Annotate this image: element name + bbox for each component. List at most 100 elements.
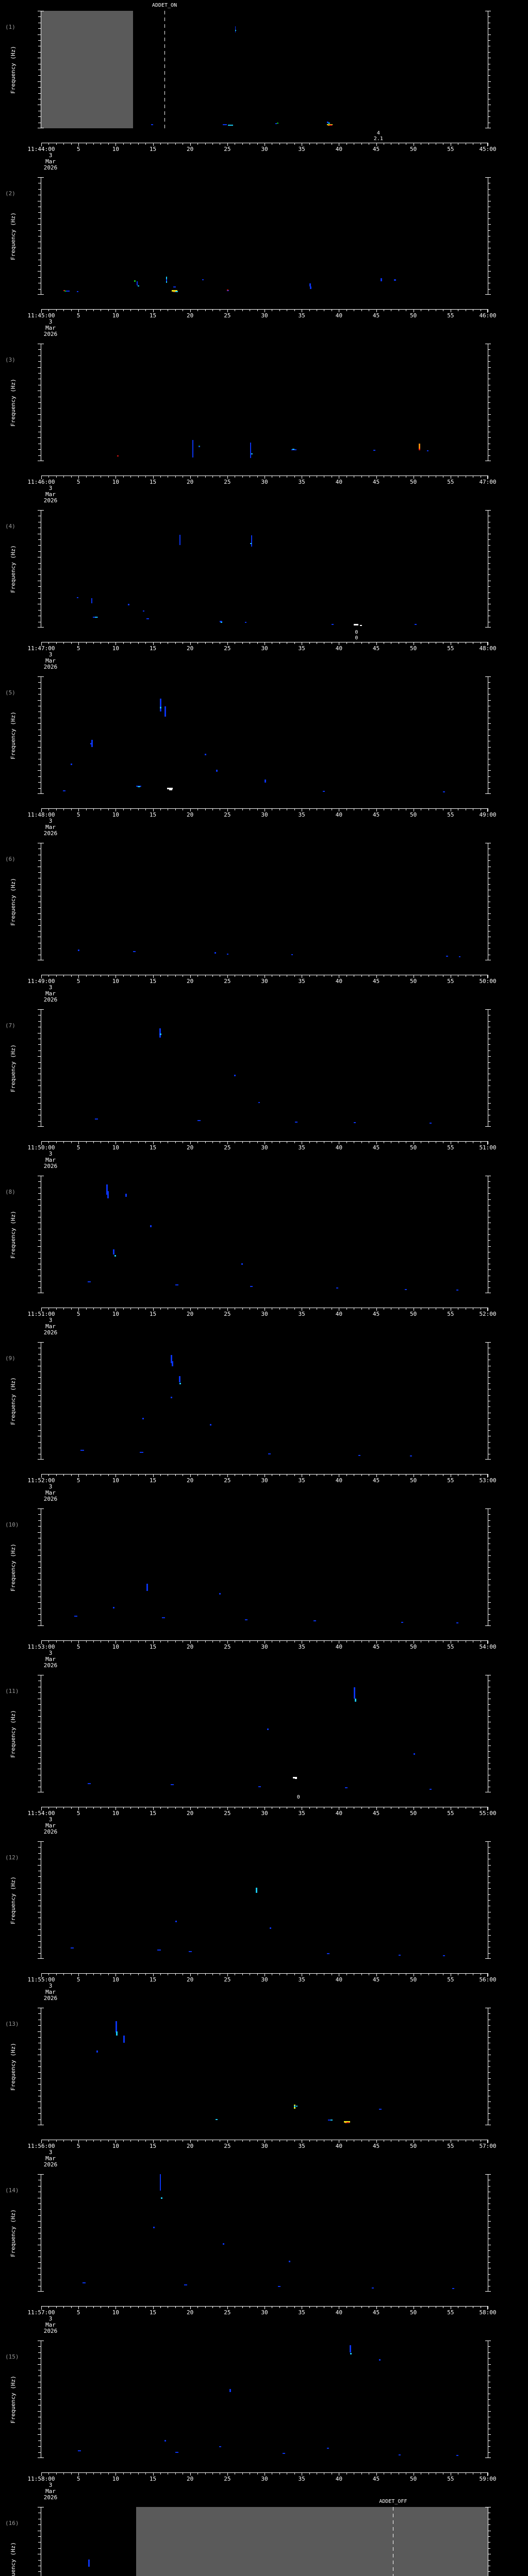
x-tick [227, 1973, 228, 1976]
y-tick [488, 1246, 491, 1247]
x-tick-label: 25 [224, 312, 231, 319]
x-tick [78, 1807, 79, 1810]
x-tick [160, 1807, 161, 1809]
detection-mark [112, 1606, 114, 1608]
annotation-line: 0 [296, 1794, 300, 1800]
y-tick [38, 688, 41, 689]
x-tick [242, 309, 243, 311]
plot-area[interactable] [41, 1009, 488, 1127]
x-axis-date-stack: 3 Mar 2026 [44, 2482, 58, 2501]
y-tick [38, 1097, 41, 1098]
y-tick [38, 373, 41, 374]
plot-area[interactable] [41, 676, 488, 794]
detection-mark [137, 281, 138, 286]
y-tick [38, 402, 41, 403]
detection-mark [134, 280, 136, 282]
y-tick [488, 449, 490, 450]
x-axis-cap-left [41, 642, 42, 646]
x-tick [175, 808, 176, 810]
y-tick [38, 1929, 41, 1930]
y-tick [488, 1383, 490, 1384]
x-tick [242, 1973, 243, 1975]
plot-area[interactable] [41, 2174, 488, 2292]
x-tick [63, 143, 64, 145]
y-tick [488, 1608, 490, 1609]
left-spine-cap-top [41, 1342, 44, 1343]
y-tick [488, 437, 491, 438]
x-tick-label-start: 11:50:00 [27, 1144, 55, 1151]
detection-mark [116, 2031, 118, 2036]
x-tick [63, 1141, 64, 1143]
y-tick [38, 610, 41, 611]
plot-area[interactable] [41, 11, 488, 128]
detection-mark [198, 446, 200, 447]
x-tick [242, 1308, 243, 1310]
detection-mark [258, 1102, 260, 1104]
x-axis-date-stack: 3 Mar 2026 [44, 319, 58, 337]
plot-area[interactable] [41, 510, 488, 628]
y-tick [488, 598, 490, 599]
plot-area[interactable] [41, 2008, 488, 2125]
x-tick [138, 1141, 139, 1143]
x-tick [197, 309, 198, 311]
y-tick [38, 2227, 41, 2228]
y-tick [38, 2250, 41, 2251]
plot-area[interactable] [41, 843, 488, 960]
date-stack-line: 3 [48, 984, 53, 991]
left-spine-cap-top [41, 177, 44, 178]
y-tick [488, 1181, 490, 1182]
detection-mark [184, 2284, 188, 2286]
detection-mark [258, 1786, 261, 1787]
date-stack-line: 3 [48, 818, 53, 824]
detection-mark [214, 952, 216, 954]
panel-number: (6) [5, 856, 15, 862]
x-tick [279, 808, 280, 810]
x-axis-cap-left [41, 476, 42, 479]
y-tick [488, 2411, 491, 2412]
y-tick [488, 925, 490, 926]
detection-mark [229, 2389, 232, 2393]
x-tick [153, 1807, 154, 1810]
y-tick [38, 1395, 41, 1396]
plot-area[interactable] [41, 1841, 488, 1959]
y-tick [488, 1935, 491, 1936]
x-tick-label: 10 [112, 1144, 119, 1151]
x-tick-label: 5 [76, 1810, 80, 1817]
detection-mark [215, 2119, 218, 2120]
x-tick [279, 2306, 280, 2308]
panel-number: (4) [5, 523, 15, 530]
plot-area[interactable] [41, 1675, 488, 1792]
panel-number: (3) [5, 357, 15, 363]
plot-area[interactable] [41, 2341, 488, 2458]
y-axis-label: Frequency (Hz) [9, 1377, 16, 1425]
x-tick [160, 143, 161, 145]
x-tick [242, 1807, 243, 1809]
y-tick [488, 1555, 491, 1556]
plot-area[interactable] [41, 1509, 488, 1626]
x-tick-label: 30 [261, 1311, 268, 1317]
x-tick [78, 2472, 79, 2476]
x-tick-label: 20 [187, 146, 194, 152]
x-tick-label: 15 [149, 479, 157, 485]
x-tick [108, 2472, 109, 2475]
plot-box: 02004006008001000 [38, 843, 491, 960]
x-tick [175, 1141, 176, 1143]
x-tick [86, 642, 87, 644]
plot-area[interactable] [41, 1342, 488, 1460]
x-tick [63, 975, 64, 977]
detection-mark [309, 283, 311, 286]
x-tick [71, 1973, 72, 1975]
x-tick [279, 309, 280, 311]
x-tick [279, 2472, 280, 2475]
x-axis-cap-left [41, 975, 42, 978]
plot-area[interactable] [41, 2507, 488, 2576]
x-axis-labels: 11:45:00 5 10 15 20 25 30 35 40 45 50 55 46:00 [0, 313, 528, 320]
x-tick [86, 975, 87, 977]
plot-area[interactable] [41, 1176, 488, 1293]
date-stack-line: Mar [45, 491, 56, 498]
y-tick [488, 1888, 491, 1889]
y-tick [488, 1097, 490, 1098]
plot-area[interactable] [41, 177, 488, 295]
plot-area[interactable] [41, 344, 488, 461]
x-tick [376, 2140, 377, 2143]
